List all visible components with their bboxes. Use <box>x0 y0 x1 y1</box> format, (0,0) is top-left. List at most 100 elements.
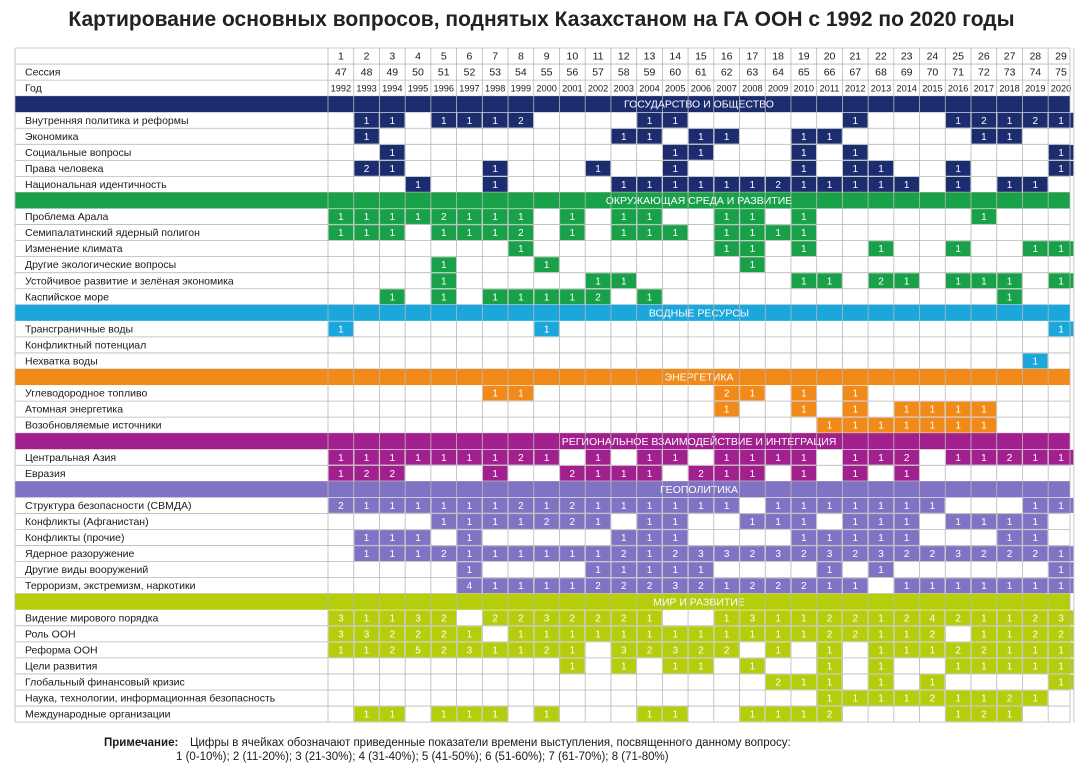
filled-cell <box>328 465 354 481</box>
filled-cell <box>817 128 842 144</box>
filled-cell <box>945 658 971 674</box>
column-number: 8 <box>518 51 524 63</box>
cell-value: 1 <box>1007 276 1013 287</box>
cell-value: 2 <box>1033 549 1039 560</box>
cell-value: 2 <box>852 613 858 624</box>
cell-value: 1 <box>647 710 653 721</box>
cell-value: 1 <box>518 212 524 223</box>
filled-cell <box>431 706 456 722</box>
session-number: 72 <box>978 67 990 79</box>
cell-value: 1 <box>1058 244 1064 255</box>
issue-label: Конфликты (Афганистан) <box>25 516 149 528</box>
cell-value: 1 <box>467 453 473 464</box>
filled-cell <box>971 401 997 417</box>
filled-cell <box>611 578 637 594</box>
session-number: 50 <box>412 67 424 79</box>
cell-value: 1 <box>801 710 807 721</box>
cell-value: 1 <box>852 517 858 528</box>
filled-cell <box>997 610 1022 626</box>
column-number: 12 <box>618 51 630 63</box>
filled-cell <box>791 273 817 289</box>
cell-value: 1 <box>750 629 756 640</box>
cell-value: 1 <box>1033 661 1039 672</box>
filled-cell <box>560 498 585 513</box>
cell-value: 1 <box>1033 581 1039 592</box>
issue-label: Реформа ООН <box>25 644 98 656</box>
filled-cell <box>997 530 1022 545</box>
cell-value: 1 <box>544 629 550 640</box>
cell-value: 1 <box>544 260 550 271</box>
note-text: Цифры в ячейках обозначают приведенные п… <box>190 737 791 749</box>
cell-value: 1 <box>492 389 498 400</box>
cell-value: 1 <box>518 389 524 400</box>
filled-cell <box>843 177 868 192</box>
cell-value: 1 <box>544 292 550 303</box>
cell-value: 1 <box>955 276 961 287</box>
filled-cell <box>894 449 919 465</box>
cell-value: 1 <box>955 116 961 127</box>
column-number: 28 <box>1029 51 1041 63</box>
year-label: 2016 <box>948 84 968 94</box>
filled-cell <box>585 514 611 529</box>
filled-cell <box>611 610 637 626</box>
cell-value: 2 <box>981 549 987 560</box>
filled-cell <box>740 177 765 192</box>
cell-value: 1 <box>595 276 601 287</box>
cell-value: 1 <box>647 501 653 512</box>
filled-cell <box>585 465 611 481</box>
cell-value: 1 <box>595 565 601 576</box>
filled-cell <box>971 642 997 658</box>
filled-cell <box>688 578 714 594</box>
filled-cell <box>920 690 945 706</box>
cell-value: 1 <box>570 228 576 239</box>
cell-value: 1 <box>775 453 781 464</box>
issue-label: Роль ООН <box>25 628 76 640</box>
filled-cell <box>740 658 765 674</box>
cell-value: 2 <box>338 501 344 512</box>
filled-cell <box>457 112 482 128</box>
cell-value: 1 <box>930 421 936 432</box>
year-label: 2017 <box>974 84 994 94</box>
cell-value: 1 <box>801 244 807 255</box>
cell-value: 1 <box>955 453 961 464</box>
filled-cell <box>560 514 585 529</box>
cell-value: 1 <box>750 228 756 239</box>
cell-value: 1 <box>852 581 858 592</box>
filled-cell <box>714 626 739 642</box>
filled-cell <box>482 449 508 465</box>
filled-cell <box>405 449 431 465</box>
cell-value: 1 <box>878 613 884 624</box>
cell-value: 3 <box>955 549 961 560</box>
filled-cell <box>405 498 431 513</box>
cell-value: 1 <box>364 228 370 239</box>
filled-cell <box>791 241 817 257</box>
session-number: 65 <box>798 67 810 79</box>
filled-cell <box>894 546 919 561</box>
filled-cell <box>945 177 971 192</box>
filled-cell <box>688 128 714 144</box>
filled-cell <box>431 610 456 626</box>
cell-value: 1 <box>1007 517 1013 528</box>
cell-value: 1 <box>441 501 447 512</box>
cell-value: 1 <box>981 613 987 624</box>
filled-cell <box>611 658 637 674</box>
cell-value: 2 <box>595 581 601 592</box>
filled-cell <box>431 626 456 642</box>
cell-value: 1 <box>904 405 910 416</box>
filled-cell <box>1048 273 1074 289</box>
cell-value: 2 <box>827 613 833 624</box>
session-number: 48 <box>361 67 373 79</box>
cell-value: 1 <box>1058 549 1064 560</box>
cell-value: 1 <box>930 501 936 512</box>
cell-value: 1 <box>852 533 858 544</box>
cell-value: 2 <box>1007 549 1013 560</box>
filled-cell <box>894 273 919 289</box>
cell-value: 1 <box>415 533 421 544</box>
cell-value: 1 <box>647 613 653 624</box>
cell-value: 1 <box>955 581 961 592</box>
note: Примечание: Цифры в ячейках обозначают пр… <box>104 736 791 764</box>
cell-value: 1 <box>750 710 756 721</box>
filled-cell <box>431 514 456 529</box>
filled-cell <box>354 530 379 545</box>
filled-cell <box>945 273 971 289</box>
